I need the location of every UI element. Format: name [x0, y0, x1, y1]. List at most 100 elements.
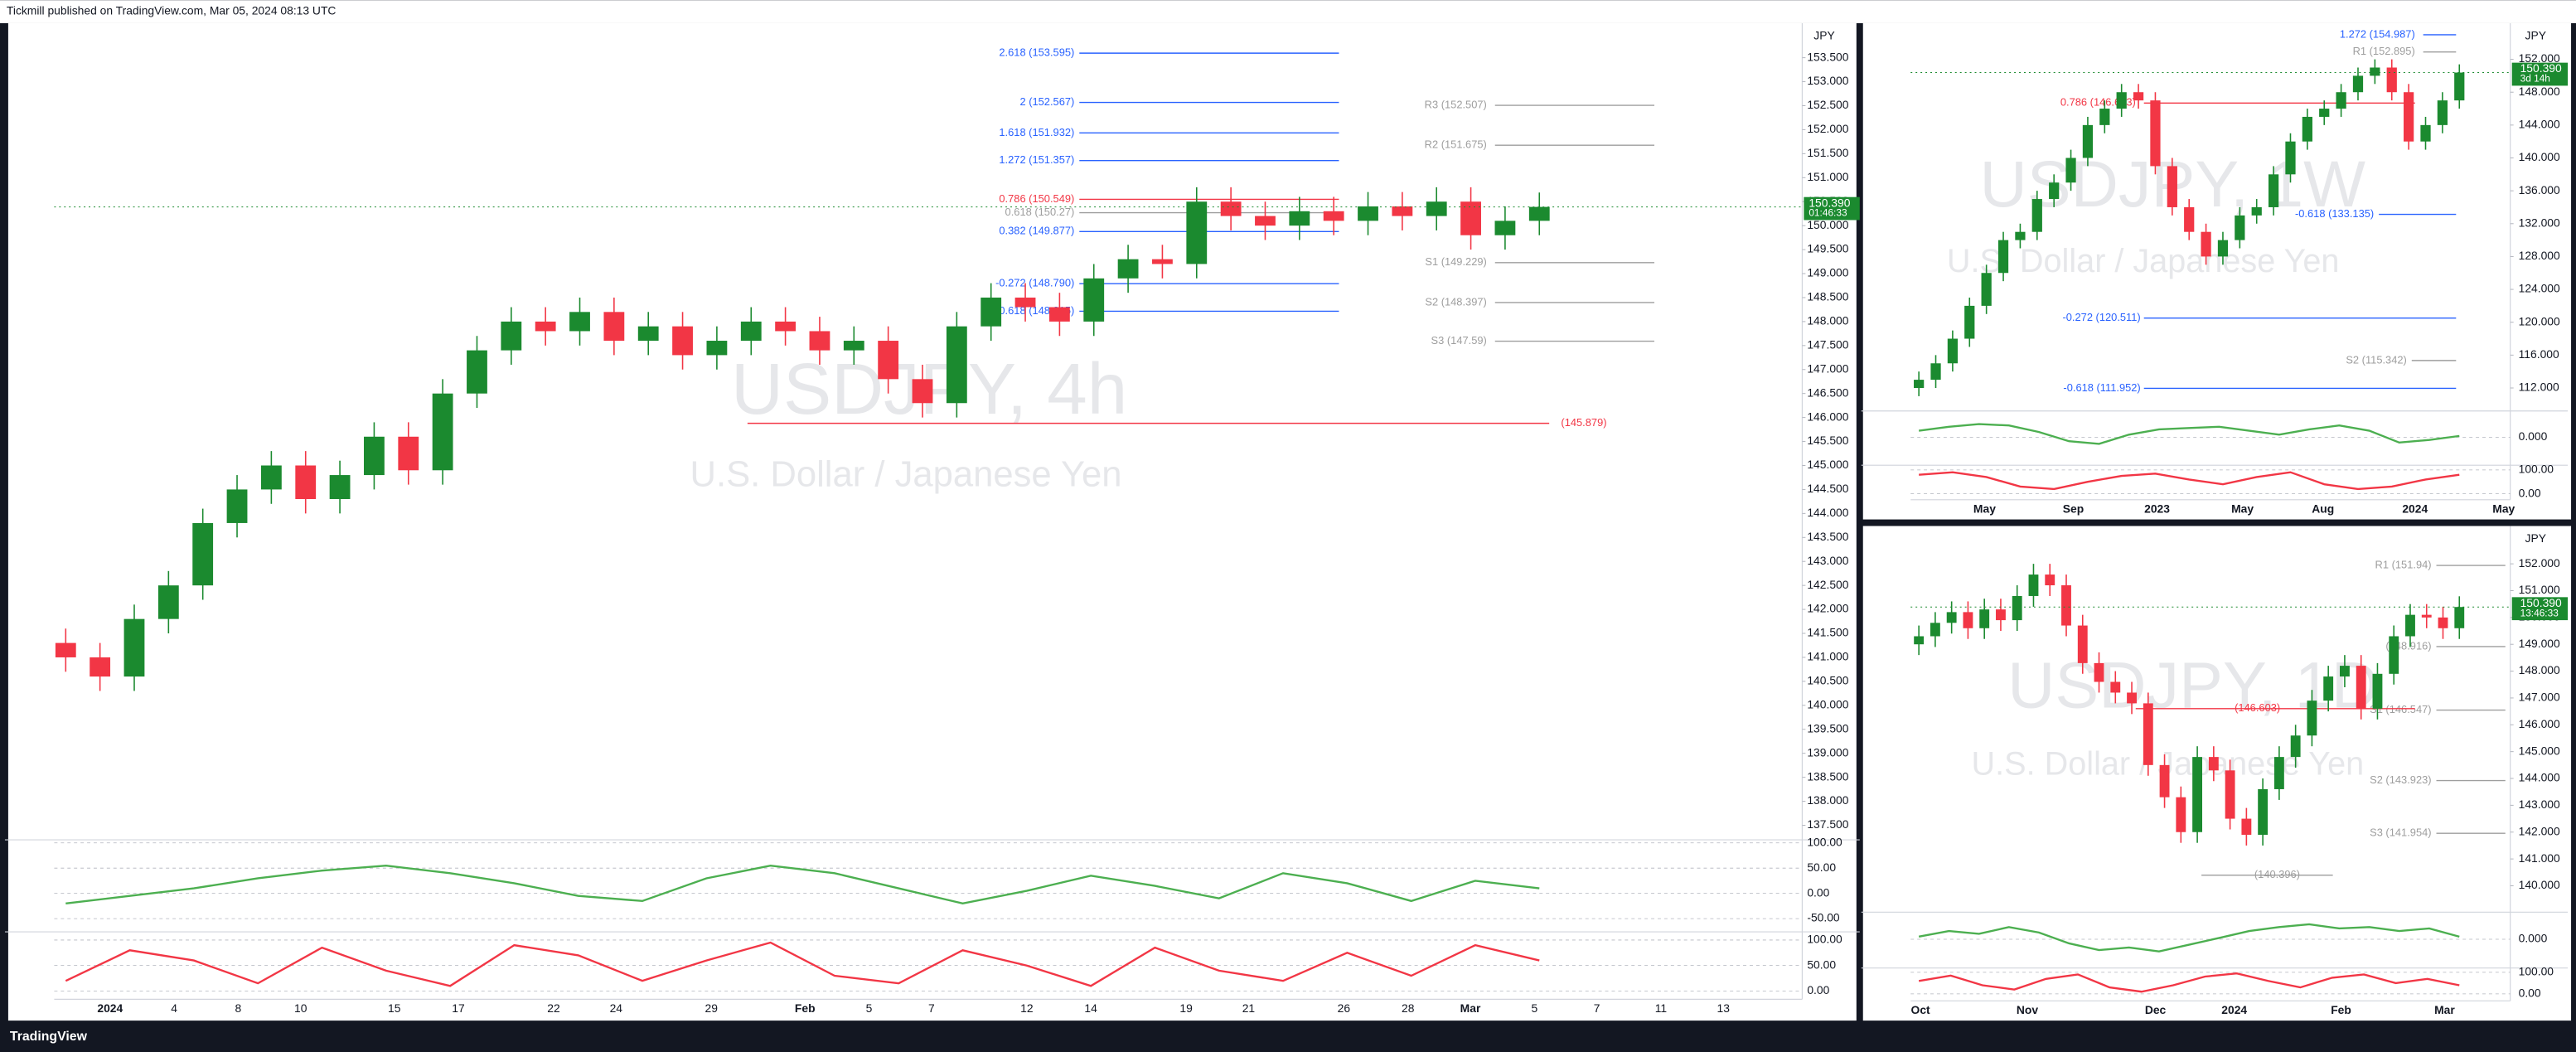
level-label: 2 (152.567): [1019, 95, 1074, 108]
candle-body: [2302, 116, 2312, 142]
price-tag-value: 150.390: [2520, 61, 2562, 75]
x-tick-label: 14: [1084, 1001, 1097, 1015]
candle-body: [878, 341, 899, 380]
y-tick-label: 148.000: [2519, 85, 2560, 98]
candle-body: [192, 522, 214, 586]
watermark-subtitle: U.S. Dollar / Japanese Yen: [690, 455, 1122, 495]
candle-body: [2421, 614, 2432, 618]
header-text: Tickmill published on TradingView.com, M…: [7, 4, 337, 17]
x-tick-label: 19: [1179, 1001, 1193, 1015]
candle-body: [2159, 764, 2170, 797]
candle-body: [637, 326, 659, 342]
candle-body: [843, 341, 864, 351]
y-tick-label: 145.000: [1807, 458, 1848, 471]
x-tick-label: 2024: [2221, 1003, 2247, 1016]
x-tick-label: 29: [705, 1001, 719, 1015]
price-tag: [2511, 62, 2569, 86]
candle-body: [2143, 703, 2153, 765]
y-tick-label: 116.000: [2519, 347, 2559, 361]
candle-body: [1930, 623, 1940, 637]
candle-body: [569, 312, 590, 332]
y-tick-label: 136.000: [2519, 183, 2560, 196]
indicator-tick-label: 100.00: [1807, 933, 1842, 946]
x-tick-label: Nov: [2017, 1003, 2038, 1016]
candle-body: [1392, 206, 1413, 216]
candle-body: [2192, 757, 2203, 832]
candle-body: [2438, 617, 2448, 628]
candle-body: [2028, 574, 2039, 596]
candle-body: [1460, 201, 1481, 235]
y-tick-label: 140.000: [2519, 878, 2560, 891]
level-label: S2 (148.397): [1425, 295, 1486, 308]
candle-body: [1963, 612, 1973, 628]
x-tick-label: Oct: [1911, 1003, 1930, 1016]
candle-body: [2389, 636, 2399, 674]
level-label: R2 (151.675): [1425, 138, 1487, 151]
candle-body: [2405, 614, 2415, 637]
candle-body: [2285, 141, 2296, 175]
candle-body: [123, 618, 145, 677]
y-tick-label: 140.000: [2519, 150, 2560, 163]
y-tick-label: 141.000: [2519, 851, 2560, 865]
candle-body: [740, 321, 762, 342]
price-tag-countdown: 01:46:33: [1809, 207, 1847, 219]
x-tick-label: 2024: [97, 1001, 123, 1015]
candle-body: [2015, 231, 2026, 240]
y-tick-label: 120.000: [2519, 314, 2560, 327]
level-label: 0.382 (149.877): [999, 225, 1074, 237]
candle-body: [1289, 211, 1310, 226]
level-label: 2.618 (153.595): [999, 46, 1074, 59]
candle-body: [1117, 259, 1139, 279]
y-tick-label: 151.500: [1807, 146, 1848, 159]
level-label: S2 (115.342): [2346, 353, 2406, 366]
candle-body: [2217, 240, 2229, 257]
y-tick-label: 142.000: [1807, 602, 1848, 615]
x-tick-label: 22: [547, 1001, 560, 1015]
price-tag: [1804, 196, 1860, 221]
y-tick-label: 137.500: [1807, 817, 1848, 831]
candle-body: [2404, 92, 2414, 142]
price-tag-value: 150.390: [2520, 596, 2562, 609]
y-tick-label: 152.500: [1807, 98, 1848, 111]
x-tick-label: 5: [866, 1001, 873, 1015]
candle-body: [1997, 240, 2009, 274]
level-label: 0.618 (150.27): [1005, 206, 1075, 218]
x-tick-label: 2024: [2402, 502, 2428, 515]
candle-body: [1220, 201, 1242, 216]
y-tick-label: 144.000: [1807, 506, 1848, 519]
indicator-line: [65, 941, 1540, 987]
y-tick-label: 148.000: [1807, 314, 1848, 327]
y-tick-label: 143.000: [1807, 554, 1848, 567]
indicator-tick-label: 0.00: [1807, 885, 1829, 899]
candle-body: [1323, 211, 1344, 221]
y-tick-label: 140.500: [1807, 674, 1848, 687]
candle-body: [2268, 174, 2279, 207]
candle-body: [432, 393, 453, 471]
level-label: S3 (147.59): [1431, 334, 1487, 347]
candle-body: [2352, 75, 2364, 93]
indicator-tick-label: -50.00: [1807, 911, 1840, 924]
candle-body: [2307, 701, 2317, 736]
y-tick-label: 142.500: [1807, 578, 1848, 591]
candle-body: [2099, 109, 2110, 125]
header-bar: [0, 0, 2576, 23]
y-tick-label: 152.000: [2519, 556, 2560, 570]
x-tick-label: 28: [1402, 1001, 1415, 1015]
level-label: 1.618 (151.932): [999, 126, 1074, 138]
candle-body: [501, 321, 522, 351]
candle-body: [1930, 363, 1941, 381]
indicator-tick-label: 100.00: [2519, 463, 2554, 476]
candle-body: [2077, 625, 2088, 663]
candle-body: [2290, 735, 2301, 758]
y-tick-label: 141.500: [1807, 626, 1848, 639]
candle-body: [1981, 273, 1992, 306]
y-tick-label: 132.000: [2519, 216, 2560, 229]
y-tick-label: 139.500: [1807, 721, 1848, 734]
y-tick-label: 140.000: [1807, 697, 1848, 710]
y-tick-label: 153.000: [1807, 74, 1848, 87]
footer-logo: TradingView: [10, 1030, 88, 1044]
y-tick-label: 153.500: [1807, 50, 1848, 63]
indicator-tick-label: 50.00: [1807, 861, 1836, 874]
price-tag-countdown: 3d 14h: [2520, 73, 2550, 85]
indicator-tick-label: 100.00: [2519, 965, 2554, 978]
